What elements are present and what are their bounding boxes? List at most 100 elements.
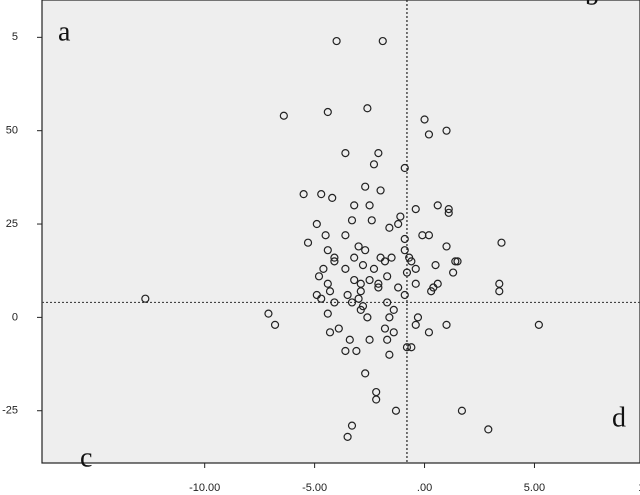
- y-tick-label: 5: [12, 31, 18, 43]
- point: [374, 283, 383, 292]
- point: [365, 275, 374, 285]
- point: [372, 395, 381, 404]
- point: [484, 425, 493, 434]
- y-tick-label: 25: [6, 218, 18, 230]
- x-tick-label: -10.00: [189, 482, 220, 494]
- point: [369, 160, 379, 169]
- point: [402, 343, 412, 352]
- point: [378, 36, 387, 46]
- point: [400, 290, 409, 300]
- point: [442, 242, 451, 251]
- point: [497, 238, 506, 247]
- point: [380, 324, 390, 333]
- point: [369, 264, 379, 273]
- point: [442, 126, 451, 135]
- point: [341, 346, 350, 356]
- point: [420, 115, 429, 124]
- corner-label: b: [585, 0, 599, 11]
- point: [350, 201, 359, 210]
- point: [270, 320, 280, 329]
- corner-label: a: [58, 16, 71, 47]
- point: [451, 257, 460, 266]
- y-tick-label: 50: [6, 125, 18, 137]
- point: [358, 261, 368, 270]
- x-tick-label: 5.00: [524, 482, 545, 494]
- point: [303, 238, 313, 247]
- point: [400, 234, 409, 244]
- point: [394, 283, 403, 292]
- point: [317, 294, 326, 303]
- point: [433, 201, 442, 210]
- point: [314, 272, 324, 281]
- y-tick-label: 0: [12, 311, 18, 323]
- point: [354, 242, 363, 251]
- point: [319, 264, 328, 273]
- x-tick-label: -5.00: [302, 482, 327, 494]
- point: [323, 279, 332, 288]
- point: [534, 320, 543, 329]
- point: [411, 320, 420, 329]
- point: [394, 219, 403, 229]
- point: [323, 107, 332, 117]
- point: [141, 294, 150, 303]
- point: [363, 313, 372, 322]
- point: [350, 253, 359, 262]
- point: [341, 231, 350, 240]
- point: [424, 130, 434, 139]
- point: [383, 272, 392, 281]
- point: [347, 298, 357, 307]
- point: [330, 253, 339, 262]
- point: [312, 219, 321, 229]
- point: [442, 320, 451, 329]
- point: [356, 305, 365, 315]
- point: [347, 216, 357, 225]
- point: [427, 287, 436, 296]
- plot-area: [41, 0, 640, 464]
- point: [321, 231, 330, 240]
- point: [411, 279, 420, 288]
- point: [365, 201, 374, 210]
- point: [354, 294, 363, 303]
- point: [391, 406, 401, 415]
- point: [387, 253, 396, 262]
- point: [361, 182, 370, 191]
- point: [363, 104, 372, 113]
- point: [325, 328, 335, 337]
- point: [341, 264, 350, 273]
- point: [345, 335, 354, 344]
- point: [495, 287, 504, 296]
- point: [343, 432, 352, 441]
- point: [367, 216, 376, 225]
- point: [407, 257, 416, 266]
- point: [385, 223, 394, 232]
- point: [299, 190, 308, 199]
- point: [323, 309, 332, 318]
- point: [431, 261, 440, 270]
- point: [356, 287, 365, 296]
- x-tick-label: .00: [417, 482, 432, 494]
- point: [424, 328, 434, 337]
- point: [332, 36, 341, 46]
- point: [411, 204, 420, 214]
- point: [323, 246, 332, 255]
- point: [389, 305, 398, 315]
- point: [444, 204, 453, 214]
- point: [400, 246, 409, 255]
- corner-label: d: [612, 402, 626, 433]
- point: [361, 369, 370, 378]
- point: [383, 335, 392, 344]
- point: [444, 208, 453, 217]
- point: [400, 163, 409, 173]
- point: [361, 246, 370, 255]
- point: [374, 279, 383, 288]
- y-tick-label: -25: [2, 405, 18, 417]
- point: [376, 186, 385, 195]
- point: [449, 268, 458, 277]
- point: [341, 148, 350, 158]
- point: [279, 111, 288, 120]
- point: [411, 264, 420, 273]
- point: [317, 190, 326, 199]
- point: [433, 279, 442, 288]
- point: [352, 346, 361, 356]
